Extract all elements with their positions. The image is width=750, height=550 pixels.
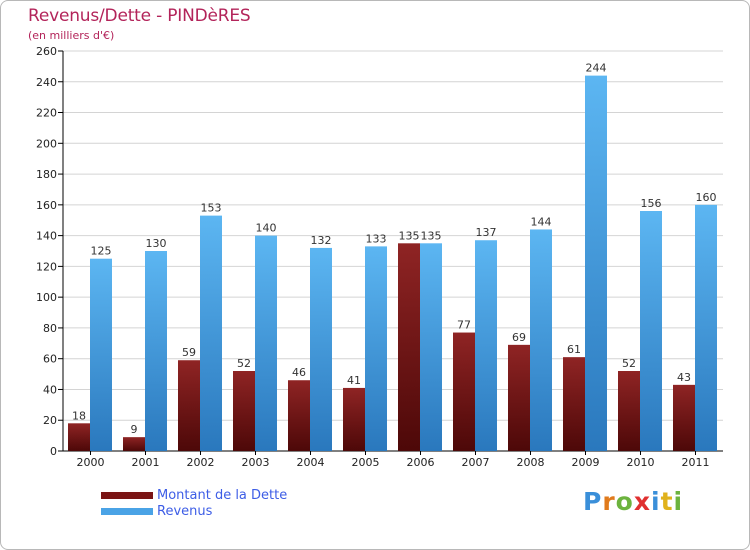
x-tick-label: 2006 [407, 456, 435, 469]
y-tick-label: 20 [43, 414, 57, 427]
proxiti-logo: Proxiti [583, 487, 683, 516]
x-tick-label: 2004 [297, 456, 325, 469]
bar-revenus [585, 75, 607, 451]
y-tick-label: 60 [43, 353, 57, 366]
y-tick-label: 0 [50, 445, 57, 458]
y-tick-label: 40 [43, 383, 57, 396]
bar-dette [343, 387, 365, 451]
logo-letter: i [673, 487, 684, 516]
data-label-revenus: 244 [586, 62, 607, 75]
data-label-dette: 52 [237, 357, 251, 370]
legend-swatch-dette [101, 491, 153, 499]
x-tick-label: 2002 [187, 456, 215, 469]
y-tick-label: 80 [43, 322, 57, 335]
data-label-dette: 52 [622, 357, 636, 370]
logo-letter: r [602, 487, 616, 516]
legend-swatch-revenus [101, 507, 153, 515]
x-tick-label: 2000 [77, 456, 105, 469]
x-tick-label: 2010 [627, 456, 655, 469]
bar-dette [68, 423, 90, 451]
x-tick-label: 2003 [242, 456, 270, 469]
data-label-dette: 18 [72, 409, 86, 422]
y-tick-label: 260 [36, 45, 57, 58]
x-tick-label: 2001 [132, 456, 160, 469]
data-label-dette: 77 [457, 319, 471, 332]
bar-revenus [420, 243, 442, 451]
y-tick-label: 200 [36, 137, 57, 150]
y-tick-label: 120 [36, 260, 57, 273]
bar-dette [673, 384, 695, 451]
y-tick-label: 220 [36, 107, 57, 120]
data-label-revenus: 153 [201, 202, 222, 215]
bar-revenus [530, 229, 552, 451]
bar-revenus [475, 240, 497, 451]
chart-title: Revenus/Dette - PINDèRES [28, 6, 251, 26]
chart-subtitle: (en milliers d'€) [28, 29, 115, 42]
y-tick-label: 100 [36, 291, 57, 304]
bar-revenus [90, 258, 112, 451]
bar-revenus [255, 235, 277, 451]
data-label-dette: 41 [347, 374, 361, 387]
y-tick-label: 140 [36, 230, 57, 243]
legend-label-dette: Montant de la Dette [157, 487, 288, 503]
legend-label-revenus: Revenus [157, 503, 213, 519]
y-tick-label: 240 [36, 76, 57, 89]
data-label-revenus: 132 [311, 234, 332, 247]
bar-dette [453, 332, 475, 451]
bar-revenus [695, 204, 717, 451]
data-label-revenus: 125 [91, 245, 112, 258]
legend-item-dette: Montant de la Dette [101, 487, 287, 503]
data-label-revenus: 140 [256, 222, 277, 235]
data-label-revenus: 135 [421, 229, 442, 242]
bar-dette [288, 380, 310, 451]
x-tick-label: 2005 [352, 456, 380, 469]
data-label-revenus: 156 [641, 197, 662, 210]
data-label-dette: 59 [182, 346, 196, 359]
bar-dette [618, 371, 640, 451]
bar-dette [233, 371, 255, 451]
legend-item-revenus: Revenus [101, 503, 287, 519]
data-label-dette: 9 [131, 423, 138, 436]
data-label-revenus: 130 [146, 237, 167, 250]
bar-revenus [200, 215, 222, 451]
logo-letter: i [651, 487, 661, 516]
data-label-dette: 46 [292, 366, 306, 379]
bar-dette [398, 243, 420, 451]
data-label-dette: 43 [677, 371, 691, 384]
bar-revenus [640, 211, 662, 451]
x-tick-label: 2007 [462, 456, 490, 469]
data-label-revenus: 133 [366, 232, 387, 245]
bar-revenus [310, 247, 332, 451]
y-tick-label: 180 [36, 168, 57, 181]
logo-letter: t [660, 487, 674, 516]
data-label-revenus: 137 [476, 226, 497, 239]
bar-dette [178, 360, 200, 451]
data-label-revenus: 160 [696, 191, 717, 204]
bar-dette [123, 437, 145, 451]
data-label-dette: 69 [512, 331, 526, 344]
data-label-dette: 61 [567, 343, 581, 356]
bar-dette [508, 344, 530, 451]
logo-letter: x [633, 487, 651, 516]
data-label-dette: 135 [399, 229, 420, 242]
x-tick-label: 2009 [572, 456, 600, 469]
logo-letter: o [615, 487, 634, 516]
bar-dette [563, 357, 585, 451]
x-tick-label: 2011 [682, 456, 710, 469]
data-label-revenus: 144 [531, 215, 552, 228]
bar-revenus [145, 251, 167, 451]
bar-revenus [365, 246, 387, 451]
y-tick-label: 160 [36, 199, 57, 212]
legend: Montant de la Dette Revenus [101, 487, 287, 519]
logo-letter: P [583, 487, 603, 516]
x-tick-label: 2008 [517, 456, 545, 469]
